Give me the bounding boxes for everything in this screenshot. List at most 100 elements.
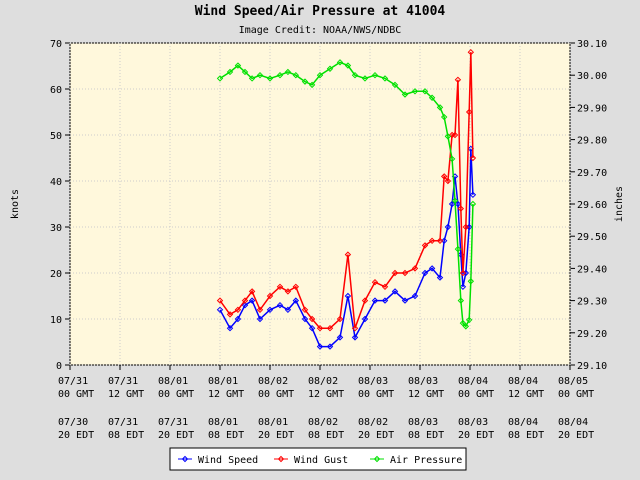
y-tick-label: 70 xyxy=(50,39,62,50)
series-line xyxy=(219,148,474,348)
plot-area xyxy=(69,42,571,366)
chart-subtitle: Image Credit: NOAA/NWS/NDBC xyxy=(239,25,402,36)
data-point xyxy=(428,265,436,272)
x-tick-local-date: 08/02 xyxy=(358,417,388,428)
data-point xyxy=(361,315,369,323)
data-point xyxy=(454,76,462,84)
data-point xyxy=(401,297,409,304)
y2-tick-label: 29.10 xyxy=(577,361,607,372)
data-point xyxy=(266,306,274,314)
data-point xyxy=(371,297,379,304)
x-tick-label: 08/04 xyxy=(508,376,538,387)
x-tick-label: 08/04 xyxy=(458,376,488,387)
y2-tick-label: 29.40 xyxy=(577,264,607,275)
data-point xyxy=(411,265,419,272)
data-point xyxy=(226,311,234,318)
x-tick-time: 12 GMT xyxy=(108,389,144,400)
data-point xyxy=(469,191,477,199)
data-point xyxy=(440,237,448,245)
data-point xyxy=(344,292,352,300)
y2-tick-label: 29.90 xyxy=(577,103,607,114)
x-tick-label: 08/03 xyxy=(358,376,388,387)
data-point xyxy=(266,75,274,82)
data-point xyxy=(391,288,399,295)
legend-marker xyxy=(277,455,285,463)
data-point xyxy=(462,223,470,231)
data-point xyxy=(448,200,456,208)
x-tick-time: 00 GMT xyxy=(258,389,294,400)
data-point xyxy=(454,200,462,208)
data-point xyxy=(326,343,334,350)
y2-tick-label: 29.20 xyxy=(577,329,607,340)
x-tick-local-time: 20 EDT xyxy=(458,430,494,441)
chart-title: Wind Speed/Air Pressure at 41004 xyxy=(195,4,446,19)
data-point xyxy=(216,75,224,82)
data-point xyxy=(371,71,379,79)
x-tick-label: 08/01 xyxy=(208,376,238,387)
x-tick-local-date: 07/31 xyxy=(108,417,138,428)
data-point xyxy=(284,306,292,314)
y-tick-label: 10 xyxy=(50,315,62,326)
legend xyxy=(169,447,467,471)
data-point xyxy=(248,297,256,304)
x-tick-time: 12 GMT xyxy=(308,389,344,400)
data-point xyxy=(411,88,419,95)
x-tick-time: 00 GMT xyxy=(458,389,494,400)
data-point xyxy=(256,71,264,79)
data-point xyxy=(226,68,234,76)
y2-tick-label: 29.30 xyxy=(577,297,607,308)
x-tick-label: 07/31 xyxy=(58,376,88,387)
x-tick-local-time: 08 EDT xyxy=(508,430,544,441)
legend-marker xyxy=(181,455,189,463)
data-point xyxy=(451,197,459,204)
data-point xyxy=(444,133,452,140)
x-tick-time: 00 GMT xyxy=(58,389,94,400)
data-point xyxy=(469,200,477,208)
data-point xyxy=(436,274,444,281)
data-point xyxy=(440,113,448,121)
x-tick-local-time: 08 EDT xyxy=(108,430,144,441)
x-tick-local-date: 07/31 xyxy=(158,417,188,428)
data-point xyxy=(381,75,389,82)
y-tick-label: 30 xyxy=(50,223,62,234)
data-point xyxy=(465,316,473,324)
data-point xyxy=(248,75,256,82)
data-point xyxy=(234,62,242,69)
data-point xyxy=(448,155,456,163)
legend-label: Wind Gust xyxy=(294,455,348,466)
data-point xyxy=(428,237,436,245)
data-point xyxy=(351,324,359,332)
data-point xyxy=(459,269,467,277)
x-tick-local-time: 20 EDT xyxy=(58,430,94,441)
x-tick-local-time: 20 EDT xyxy=(158,430,194,441)
data-point xyxy=(292,71,300,79)
data-point xyxy=(234,306,242,314)
data-point xyxy=(444,177,452,185)
x-tick-time: 00 GMT xyxy=(358,389,394,400)
legend-label: Wind Speed xyxy=(198,455,258,466)
data-point xyxy=(326,65,334,72)
data-point xyxy=(469,154,477,162)
data-point xyxy=(301,78,309,85)
data-point xyxy=(216,297,224,304)
data-point xyxy=(256,306,264,314)
data-point xyxy=(308,81,316,89)
legend-marker xyxy=(373,455,381,463)
data-point xyxy=(391,269,399,277)
data-point xyxy=(467,48,475,56)
y-axis-label: knots xyxy=(10,189,21,219)
x-tick-time: 12 GMT xyxy=(208,389,244,400)
x-tick-local-date: 07/30 xyxy=(58,417,88,428)
data-point xyxy=(361,75,369,82)
data-point xyxy=(381,283,389,291)
data-point xyxy=(436,104,444,111)
data-point xyxy=(308,315,316,323)
x-tick-local-date: 08/02 xyxy=(308,417,338,428)
data-point xyxy=(459,283,467,291)
data-point xyxy=(401,91,409,98)
data-point xyxy=(467,278,475,285)
x-tick-local-date: 08/04 xyxy=(558,417,588,428)
y2-tick-label: 29.60 xyxy=(577,200,607,211)
data-point xyxy=(462,323,470,330)
y-tick-label: 0 xyxy=(56,361,62,372)
